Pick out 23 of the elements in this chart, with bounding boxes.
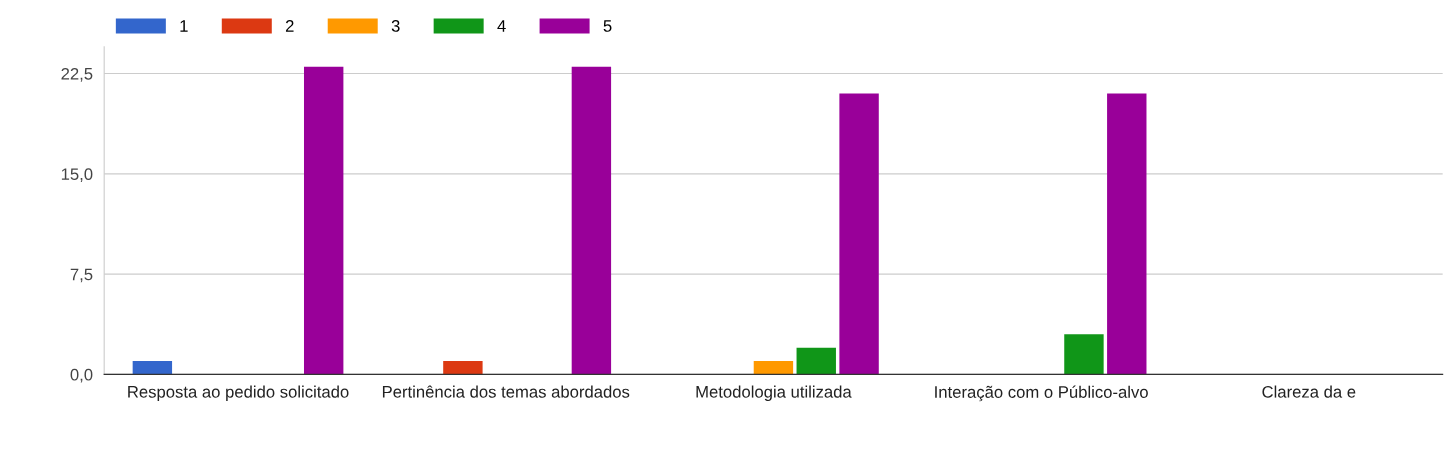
y-tick-label: 0,0 (70, 368, 93, 383)
legend-label: 4 (497, 20, 506, 32)
y-tick-label: 22,5 (61, 67, 93, 82)
x-tick-label: Resposta ao pedido solicitado (128, 385, 349, 402)
x-tick-label: Pertinência dos temas abordados (382, 385, 630, 398)
y-tick-label: 15,0 (61, 168, 93, 182)
legend-label: 3 (391, 20, 400, 32)
legend-label: 5 (603, 20, 612, 32)
bar (571, 66, 612, 375)
bar (443, 361, 483, 375)
bar (796, 347, 836, 375)
legend-label: 2 (285, 20, 294, 32)
bar (753, 361, 794, 375)
x-tick-label: Metodologia utilizada (696, 385, 852, 402)
bar (132, 361, 173, 375)
bar (303, 66, 344, 375)
bar (1064, 334, 1104, 375)
bar (1107, 93, 1147, 375)
x-tick-label: Interação com o Público-alvo (935, 385, 1148, 402)
legend-label: 1 (180, 20, 188, 32)
bar (839, 93, 879, 375)
y-tick-label: 7,5 (70, 268, 93, 283)
x-tick-label: Clareza da e (1262, 385, 1356, 398)
